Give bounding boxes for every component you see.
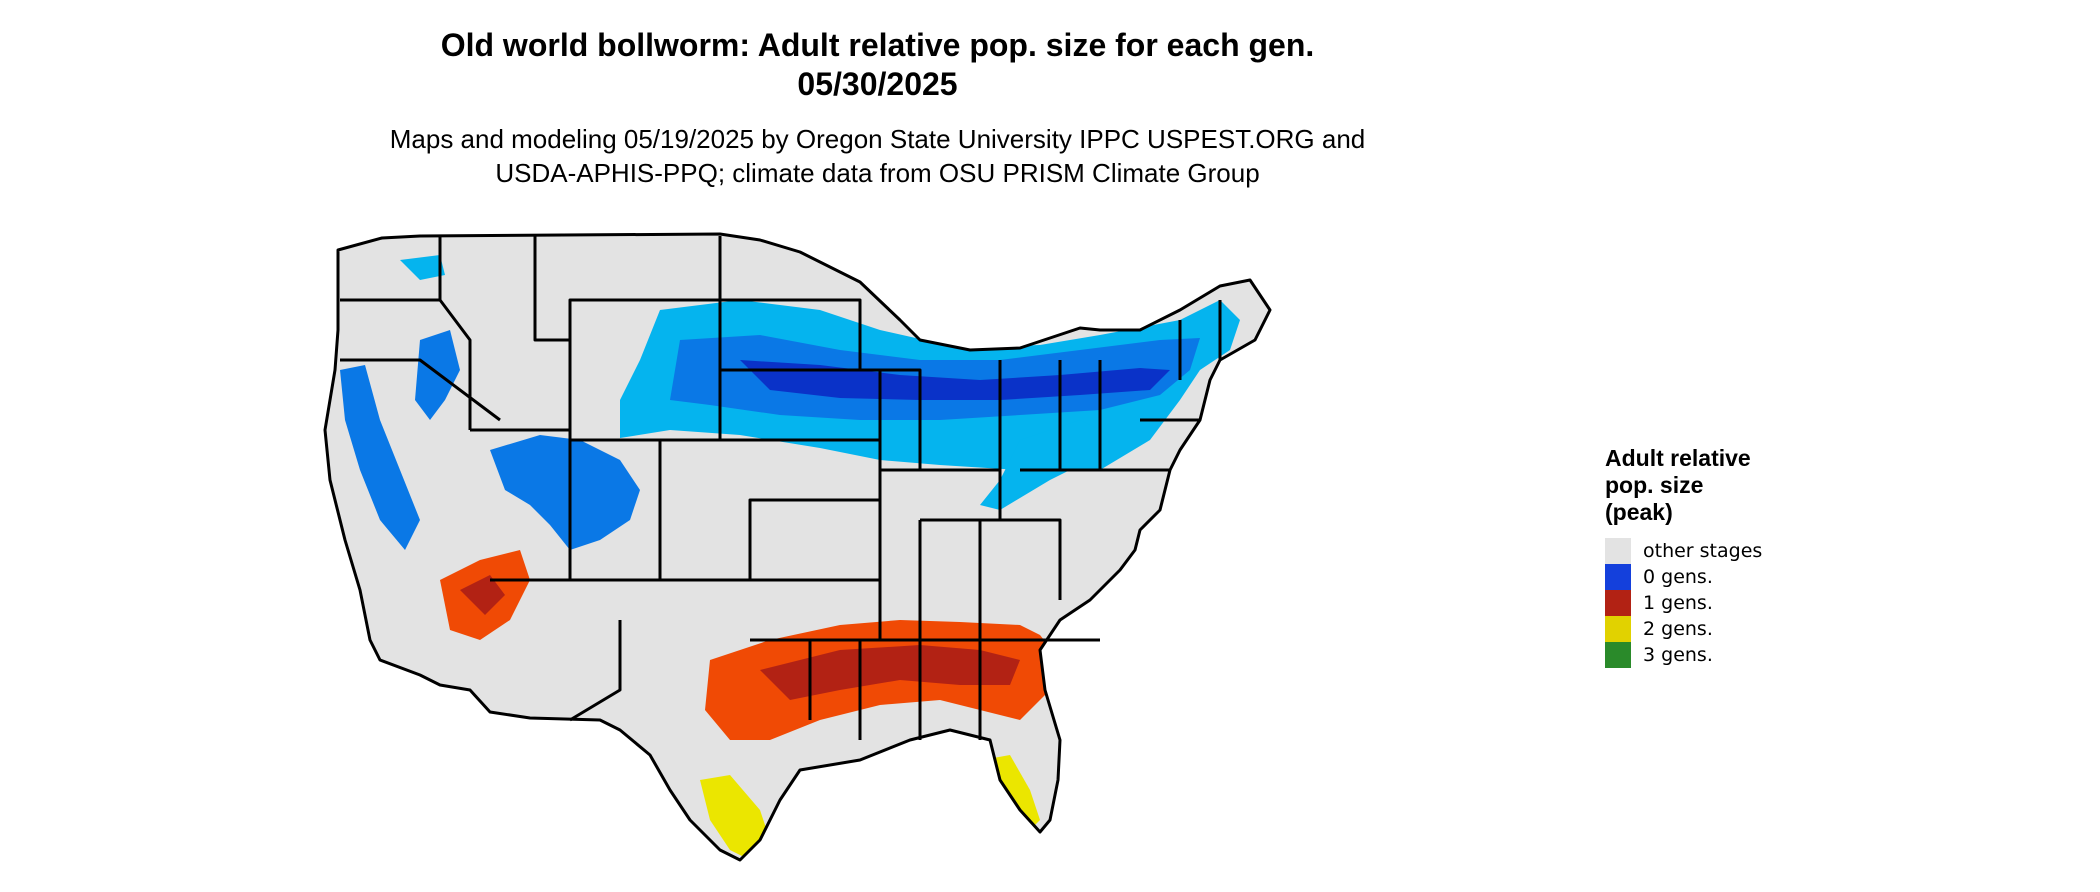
legend-label: other stages bbox=[1643, 540, 1763, 562]
legend-label: 0 gens. bbox=[1643, 566, 1713, 588]
map-credit-line-2: USDA-APHIS-PPQ; climate data from OSU PR… bbox=[495, 158, 1260, 188]
map-date: 05/30/2025 bbox=[797, 66, 958, 102]
map-title: Old world bollworm: Adult relative pop. … bbox=[440, 27, 1315, 63]
zero-gens-west-mountains bbox=[490, 435, 640, 550]
legend-item-1-gens: 1 gens. bbox=[1605, 590, 1905, 616]
map-fill-layer bbox=[325, 234, 1270, 860]
legend-item-2-gens: 2 gens. bbox=[1605, 616, 1905, 642]
legend-title-line: pop. size bbox=[1605, 472, 1704, 498]
legend-label: 3 gens. bbox=[1643, 644, 1713, 666]
legend-label: 1 gens. bbox=[1643, 592, 1713, 614]
zero-gens-appalachia bbox=[980, 420, 1110, 510]
legend-title-line: (peak) bbox=[1605, 499, 1673, 525]
one-gen-southwest-dark bbox=[460, 575, 505, 615]
map-credit-line-1: Maps and modeling 05/19/2025 by Oregon S… bbox=[389, 124, 1366, 154]
zero-gens-great-basin bbox=[415, 330, 460, 420]
legend-title: Adult relative pop. size (peak) bbox=[1605, 445, 1905, 526]
legend-title-line: Adult relative bbox=[1605, 445, 1751, 471]
legend-swatch bbox=[1605, 590, 1631, 616]
two-gens-south-texas bbox=[700, 775, 770, 860]
legend-swatch bbox=[1605, 564, 1631, 590]
map-legend: Adult relative pop. size (peak) other st… bbox=[1605, 445, 1905, 668]
one-gen-core-dark bbox=[760, 645, 1020, 700]
legend-item-0-gens: 0 gens. bbox=[1605, 564, 1905, 590]
legend-swatch bbox=[1605, 538, 1631, 564]
zero-gens-pacific-northwest bbox=[400, 255, 445, 280]
legend-label: 2 gens. bbox=[1643, 618, 1713, 640]
legend-swatch bbox=[1605, 642, 1631, 668]
state-borders bbox=[323, 232, 1272, 862]
zero-gens-california bbox=[340, 365, 420, 550]
us-map bbox=[323, 232, 1272, 862]
legend-item-3-gens: 3 gens. bbox=[1605, 642, 1905, 668]
legend-swatch bbox=[1605, 616, 1631, 642]
legend-item-other-stages: other stages bbox=[1605, 538, 1905, 564]
